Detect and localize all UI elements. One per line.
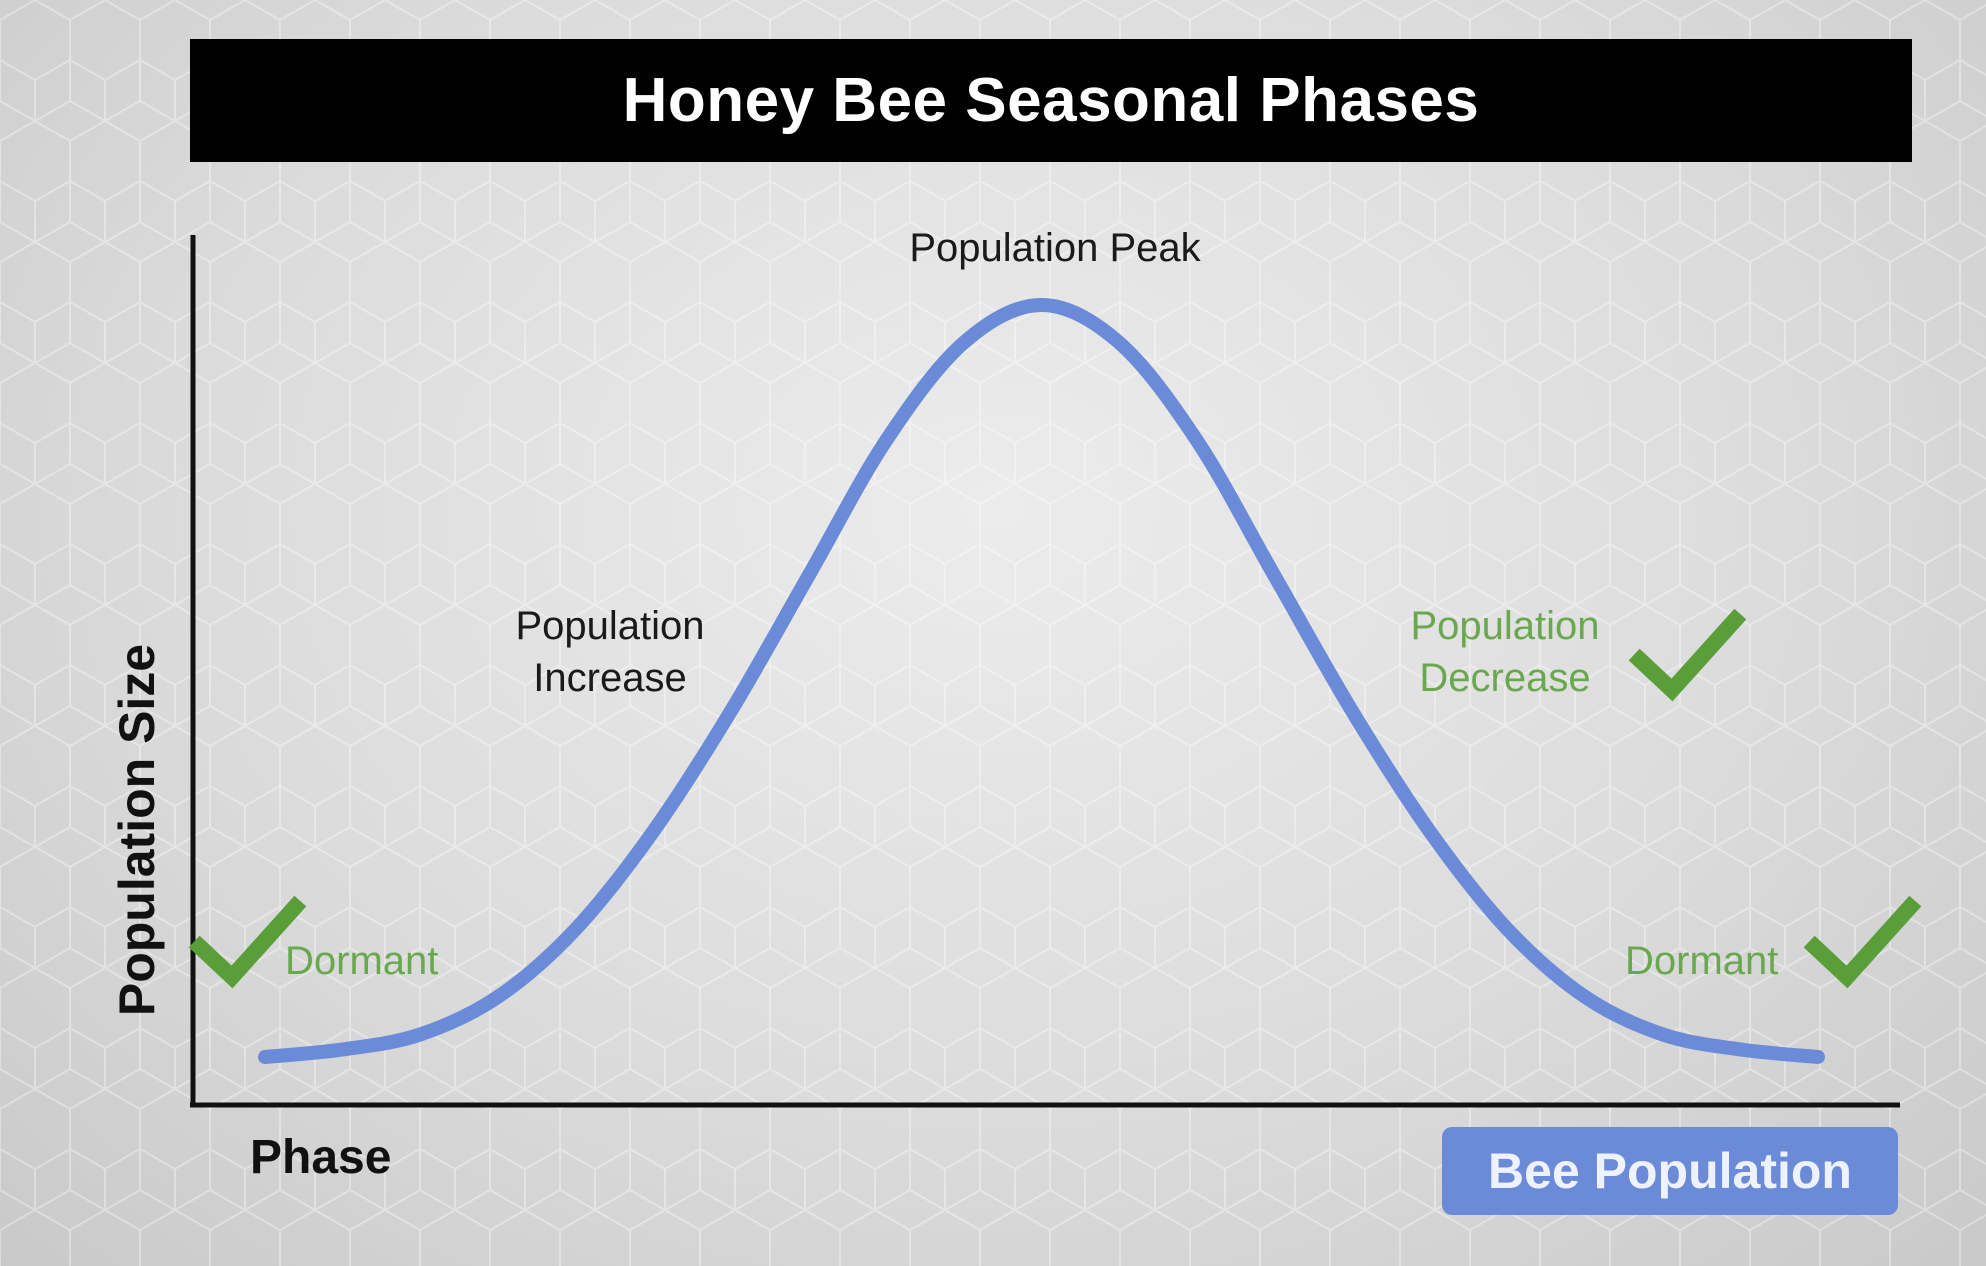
- x-axis-label: Phase: [250, 1131, 392, 1184]
- annotation-population-decrease-line1: Population: [1410, 604, 1600, 648]
- title-bar: Honey Bee Seasonal Phases: [190, 39, 1912, 162]
- legend-bee-population: Bee Population: [1442, 1127, 1898, 1215]
- annotation-population-peak-text: Population Peak: [909, 226, 1201, 270]
- checkmark-icon: [188, 895, 307, 989]
- annotation-dormant-left: Dormant: [285, 935, 475, 987]
- legend-entry-bee-population: Bee Population: [1488, 1143, 1852, 1199]
- annotation-population-increase: Population Increase: [470, 600, 750, 704]
- y-axis-label: Population Size: [109, 643, 165, 1017]
- annotation-population-decrease-line2: Decrease: [1419, 656, 1591, 700]
- chart-title: Honey Bee Seasonal Phases: [622, 66, 1480, 135]
- annotation-population-increase-line1: Population: [515, 604, 705, 648]
- annotation-dormant-left-text: Dormant: [285, 939, 439, 983]
- bee-population-curve: [258, 298, 1825, 1064]
- annotation-dormant-right-text: Dormant: [1625, 939, 1779, 983]
- checkmark-icon: [1628, 608, 1747, 702]
- annotation-population-decrease: Population Decrease: [1365, 600, 1645, 704]
- annotation-population-peak: Population Peak: [860, 222, 1250, 274]
- checkmark-icon: [1803, 895, 1922, 989]
- annotation-population-increase-line2: Increase: [533, 656, 687, 700]
- annotation-dormant-right: Dormant: [1625, 935, 1815, 987]
